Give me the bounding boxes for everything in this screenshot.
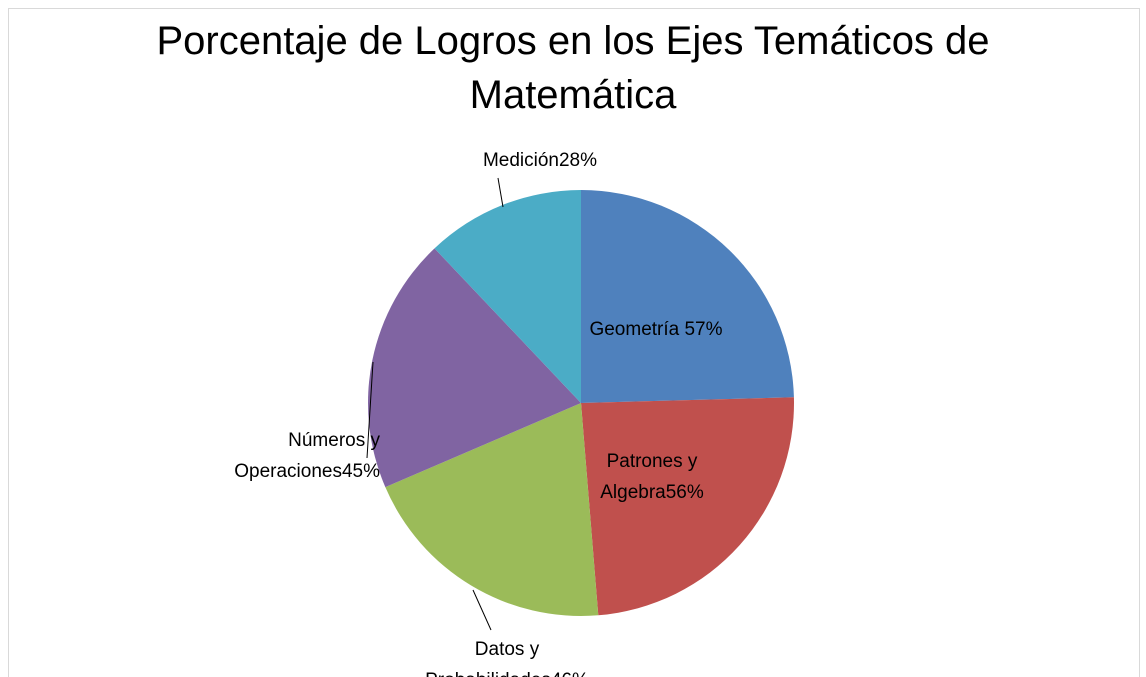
pie-slice [581,397,794,616]
pie-slice [434,190,581,403]
pie-slice [385,403,599,616]
data-label: Probabilidades46% [425,670,589,677]
data-label: Geometría 57% [589,319,722,340]
data-label: Algebra56% [600,482,704,503]
data-label: Operaciones45% [234,461,380,482]
chart-title: Porcentaje de Logros en los Ejes Temátic… [156,19,990,117]
leader-line [366,361,374,459]
pie-slice [368,248,581,488]
data-label: Datos y [475,639,540,660]
chart-border [8,8,1140,677]
data-label: Números y [288,430,380,451]
data-label: Medición28% [483,150,597,171]
pie-slice [581,190,794,403]
leader-line [472,589,492,631]
leader-line [497,177,504,208]
data-label: Patrones y [607,451,698,472]
